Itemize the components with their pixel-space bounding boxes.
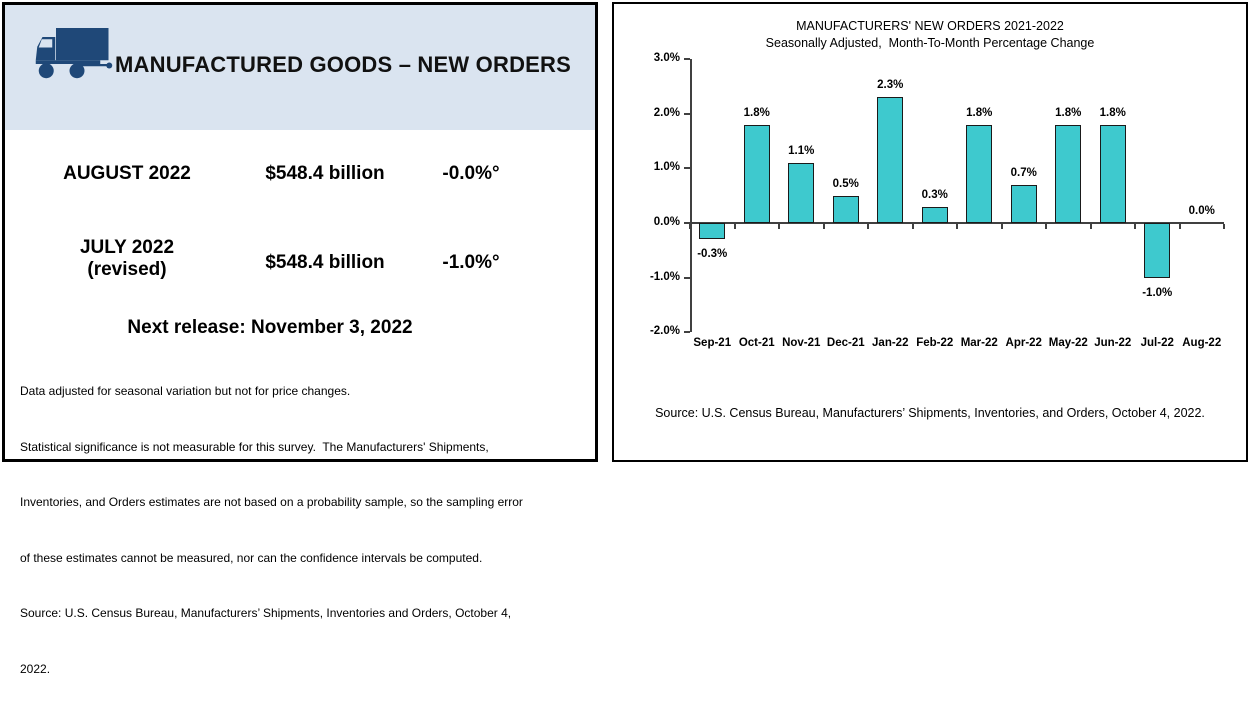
- bar-value-label: 0.5%: [832, 177, 859, 190]
- y-axis-tick: [684, 112, 690, 115]
- value-august: $548.4 billion: [265, 163, 385, 184]
- summary-panel: MANUFACTURED GOODS – NEW ORDERS AUGUST 2…: [2, 2, 598, 676]
- bar-value-label: -0.3%: [697, 248, 728, 261]
- period-label-july: JULY 2022 (revised): [31, 237, 223, 281]
- y-axis-tick: [684, 58, 690, 61]
- footnote-line: Statistical significance is not measurab…: [20, 439, 489, 454]
- y-axis-label: -2.0%: [649, 325, 680, 338]
- chart-source-text: Source: U.S. Census Bureau, Manufacturer…: [655, 406, 1205, 420]
- x-axis-tick: [1178, 224, 1181, 229]
- bar-value-label: 1.8%: [1055, 106, 1082, 119]
- bar-Oct-21: [743, 124, 770, 223]
- y-axis-tick: [684, 222, 690, 224]
- bar-Jan-22: [877, 97, 904, 223]
- x-axis-label: Jul-22: [1140, 337, 1174, 349]
- x-axis-tick: [956, 224, 958, 229]
- footnote-line source-line: Source: U.S. Census Bureau, Manufacturer…: [20, 606, 512, 620]
- x-axis-label: Aug-22: [1182, 337, 1222, 349]
- period-label-july-line1: JULY 2022: [79, 237, 175, 258]
- change-august: -0.0%°: [442, 163, 500, 184]
- x-axis-label: Apr-22: [1005, 337, 1042, 349]
- y-axis-tick: [684, 331, 690, 334]
- y-axis-label: 1.0%: [653, 161, 680, 174]
- bar-Jun-22: [1099, 124, 1126, 223]
- x-axis-label: Feb-22: [916, 337, 954, 349]
- bar-value-label: 0.7%: [1010, 166, 1037, 179]
- x-axis-tick: [822, 224, 825, 229]
- bar-value-label: 1.1%: [788, 144, 815, 157]
- x-axis-label: Nov-21: [782, 337, 821, 349]
- bar-Sep-21: [699, 223, 726, 240]
- x-axis-tick: [778, 224, 780, 229]
- bar-chart: 3.0% 2.0% 1.0% 0.0% -1.0% -2.0% -0.3% Sep-21 1.8…: [614, 4, 1246, 460]
- value-july: $548.4 billion: [265, 252, 385, 273]
- y-axis-line: [690, 59, 692, 333]
- bar-Mar-22: [966, 124, 993, 223]
- footnote-line: of these estimates cannot be measured, n…: [20, 550, 483, 565]
- footnotes: Data adjusted for seasonal variation but…: [20, 345, 595, 715]
- x-axis-label: Oct-21: [738, 337, 775, 349]
- y-axis-label: -1.0%: [649, 270, 680, 283]
- bar-value-label: 0.0%: [1188, 205, 1215, 217]
- bar-value-label: 2.3%: [877, 79, 904, 92]
- y-axis-tick: [684, 167, 690, 170]
- footnote-line: Inventories, and Orders estimates are no…: [20, 495, 523, 509]
- x-axis-tick: [1045, 224, 1047, 229]
- bar-Apr-22: [1010, 184, 1037, 223]
- bar-Dec-21: [832, 195, 859, 223]
- footnote-line source-line: 2022.: [20, 661, 51, 676]
- footnote-line: Data adjusted for seasonal variation but…: [20, 384, 351, 398]
- x-axis-label: Jan-22: [872, 337, 909, 349]
- x-axis-tick: [1134, 224, 1136, 229]
- x-axis-tick: [1223, 224, 1225, 229]
- summary-header: MANUFACTURED GOODS – NEW ORDERS: [5, 5, 595, 130]
- y-axis-label: 3.0%: [653, 52, 680, 65]
- x-axis-label: Mar-22: [960, 337, 998, 349]
- x-axis-label: Sep-21: [693, 337, 732, 349]
- bar-May-22: [1055, 124, 1082, 223]
- y-axis-tick: [684, 276, 690, 279]
- x-axis-tick: [867, 224, 869, 229]
- x-axis-label: Jun-22: [1094, 337, 1132, 349]
- bar-Feb-22: [921, 206, 948, 223]
- chart-title: MANUFACTURERS' NEW ORDERS 2021-2022: [796, 19, 1064, 33]
- x-axis-label: May-22: [1048, 337, 1088, 349]
- bar-Jul-22: [1144, 223, 1171, 278]
- change-july: -1.0%°: [442, 252, 500, 273]
- bar-value-label: 0.3%: [921, 188, 948, 201]
- x-axis-tick: [733, 224, 736, 229]
- bar-value-label: 1.8%: [743, 106, 770, 119]
- x-axis-tick: [1000, 224, 1003, 229]
- x-axis-tick: [1089, 224, 1092, 229]
- truck-icon: [35, 23, 113, 87]
- x-axis-tick: [911, 224, 914, 229]
- chart-subtitle: Seasonally Adjusted, Month-To-Month Perc…: [765, 36, 1095, 50]
- next-release-text: Next release: November 3, 2022: [127, 317, 413, 338]
- bar-Nov-21: [788, 162, 815, 223]
- chart-panel: MANUFACTURERS' NEW ORDERS 2021-2022 Seas…: [612, 2, 1248, 462]
- bar-value-label: 1.8%: [1099, 106, 1126, 119]
- x-axis-line: [690, 222, 1224, 224]
- period-label-july-line2: (revised): [87, 259, 167, 280]
- panel-title: MANUFACTURED GOODS – NEW ORDERS: [115, 52, 571, 77]
- bar-value-label: -1.0%: [1142, 286, 1173, 299]
- x-axis-label: Dec-21: [826, 337, 865, 349]
- y-axis-label: 0.0%: [653, 216, 680, 228]
- y-axis-label: 2.0%: [653, 106, 680, 119]
- bar-value-label: 1.8%: [966, 106, 993, 119]
- period-label-august: AUGUST 2022: [63, 163, 191, 184]
- x-axis-tick: [689, 224, 691, 229]
